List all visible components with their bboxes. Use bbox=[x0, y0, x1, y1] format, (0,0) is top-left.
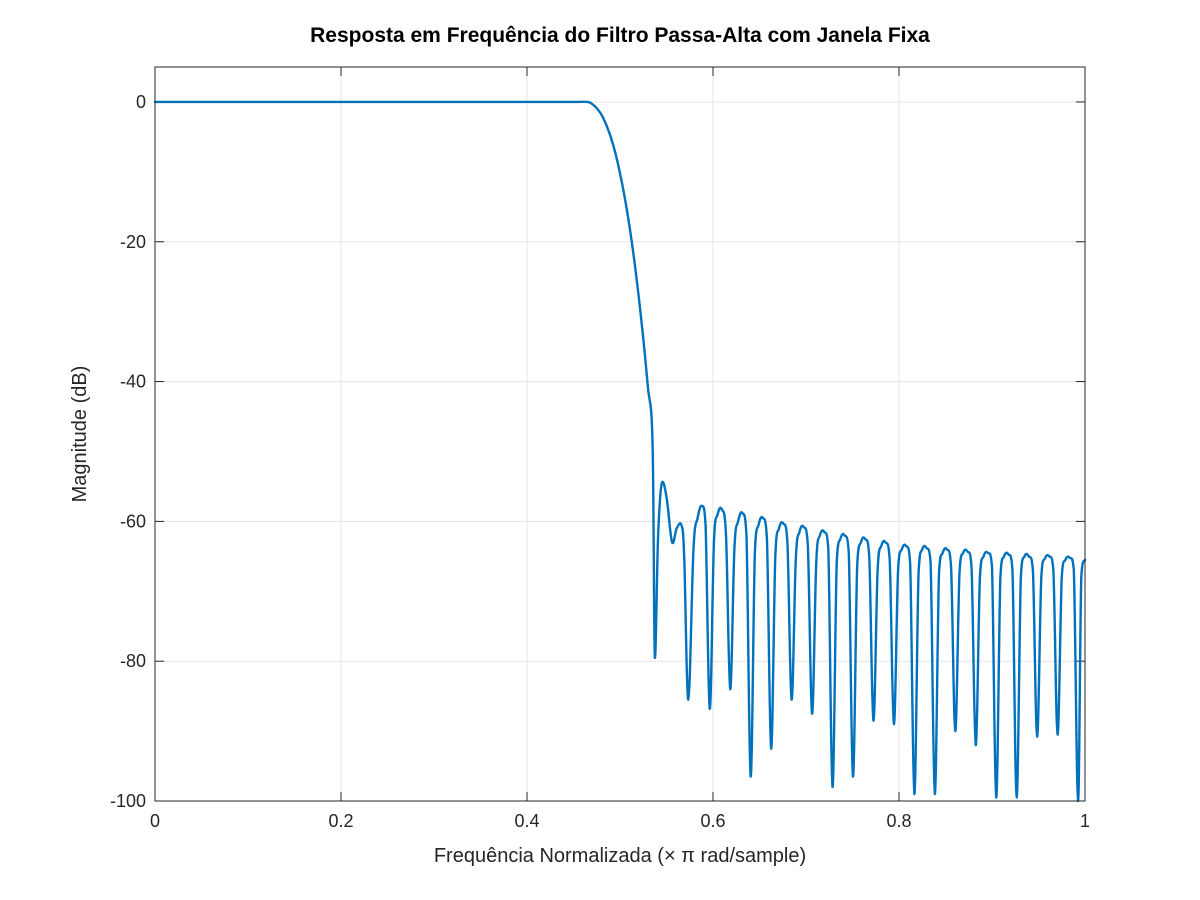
x-tick-label: 0.8 bbox=[886, 811, 911, 831]
x-tick-label: 1 bbox=[1080, 811, 1090, 831]
y-tick-label: -40 bbox=[120, 372, 146, 392]
axes-box bbox=[154, 66, 1086, 802]
chart-title: Resposta em Frequência do Filtro Passa-A… bbox=[310, 24, 930, 47]
tick-labels: 0 0.2 0.4 0.6 0.8 1 0 -20 -40 -60 -80 -100 bbox=[110, 92, 1090, 831]
y-tick-label: -60 bbox=[120, 511, 146, 531]
y-axis-label: Magnitude (dB) bbox=[69, 366, 91, 503]
x-axis-label: Frequência Normalizada (× π rad/sample) bbox=[434, 845, 806, 867]
x-tick-label: 0.6 bbox=[700, 811, 725, 831]
y-tick-label: -80 bbox=[120, 651, 146, 671]
y-tick-label: 0 bbox=[136, 92, 146, 112]
x-tick-label: 0.2 bbox=[328, 811, 353, 831]
series-layer bbox=[153, 100, 1087, 803]
grid bbox=[154, 67, 1086, 802]
magnitude-response-line bbox=[153, 100, 1087, 803]
x-tick-label: 0 bbox=[150, 811, 160, 831]
y-tick-label: -20 bbox=[120, 232, 146, 252]
plot-area bbox=[155, 67, 1085, 801]
y-tick-label: -100 bbox=[110, 791, 146, 811]
x-tick-label: 0.4 bbox=[514, 811, 539, 831]
